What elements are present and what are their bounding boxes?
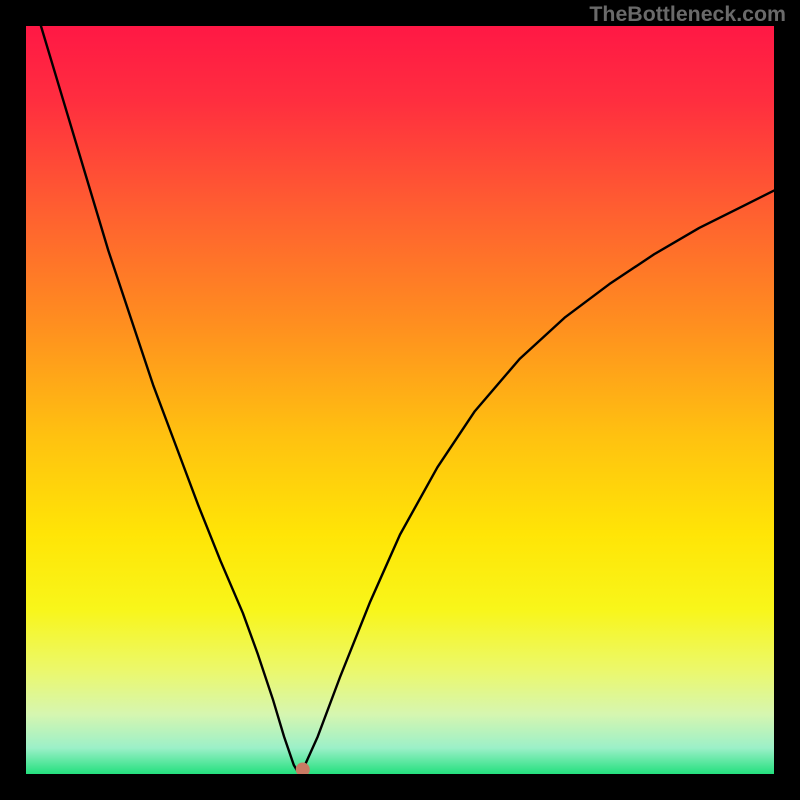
plot-area bbox=[26, 26, 774, 774]
chart-svg bbox=[26, 26, 774, 774]
watermark-label: TheBottleneck.com bbox=[589, 2, 786, 27]
gradient-background bbox=[26, 26, 774, 774]
